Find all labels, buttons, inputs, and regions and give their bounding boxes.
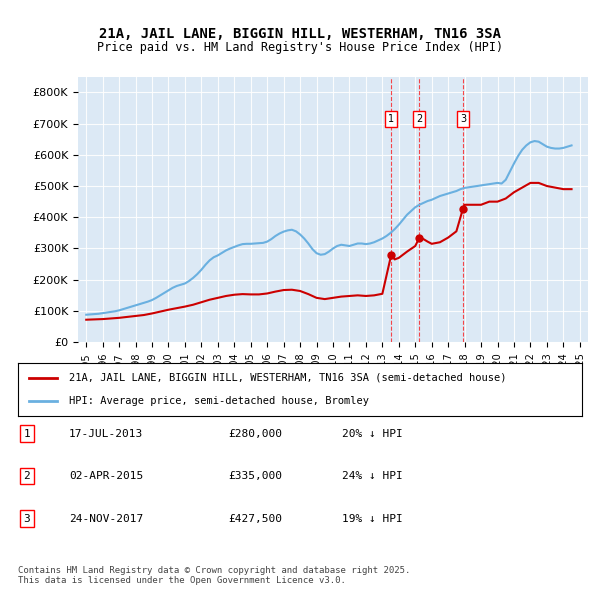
Text: 24-NOV-2017: 24-NOV-2017	[69, 514, 143, 523]
Text: Contains HM Land Registry data © Crown copyright and database right 2025.
This d: Contains HM Land Registry data © Crown c…	[18, 566, 410, 585]
Text: 17-JUL-2013: 17-JUL-2013	[69, 429, 143, 438]
Text: 1: 1	[388, 114, 394, 124]
Text: 24% ↓ HPI: 24% ↓ HPI	[342, 471, 403, 481]
Text: 2: 2	[23, 471, 31, 481]
Text: 1: 1	[23, 429, 31, 438]
Text: 21A, JAIL LANE, BIGGIN HILL, WESTERHAM, TN16 3SA: 21A, JAIL LANE, BIGGIN HILL, WESTERHAM, …	[99, 27, 501, 41]
Text: 3: 3	[460, 114, 466, 124]
Text: 02-APR-2015: 02-APR-2015	[69, 471, 143, 481]
Text: 21A, JAIL LANE, BIGGIN HILL, WESTERHAM, TN16 3SA (semi-detached house): 21A, JAIL LANE, BIGGIN HILL, WESTERHAM, …	[69, 373, 506, 383]
Text: HPI: Average price, semi-detached house, Bromley: HPI: Average price, semi-detached house,…	[69, 396, 369, 406]
Text: £335,000: £335,000	[228, 471, 282, 481]
Text: 2: 2	[416, 114, 422, 124]
Text: £427,500: £427,500	[228, 514, 282, 523]
Text: £280,000: £280,000	[228, 429, 282, 438]
Text: Price paid vs. HM Land Registry's House Price Index (HPI): Price paid vs. HM Land Registry's House …	[97, 41, 503, 54]
Text: 3: 3	[23, 514, 31, 523]
Text: 19% ↓ HPI: 19% ↓ HPI	[342, 514, 403, 523]
Text: 20% ↓ HPI: 20% ↓ HPI	[342, 429, 403, 438]
